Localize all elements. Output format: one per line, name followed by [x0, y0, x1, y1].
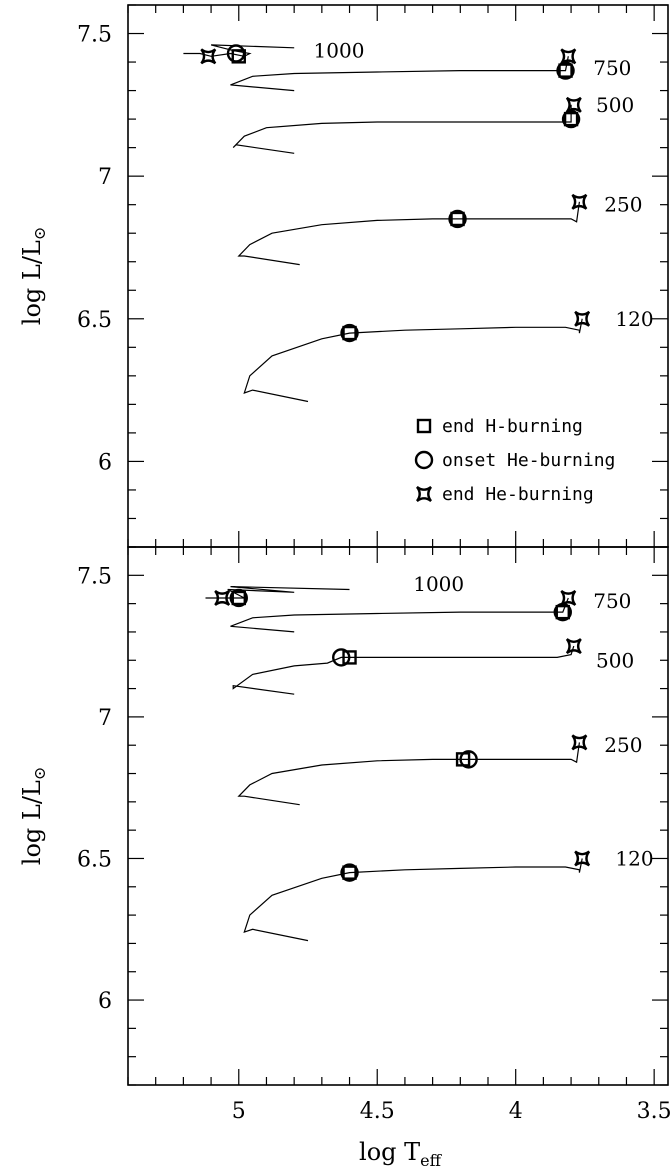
y-axis-title: log L/L⊙ — [18, 767, 49, 865]
top-labels: 120 250 500 750 1000 — [314, 39, 654, 331]
end-h-marker-250 — [450, 211, 465, 227]
end-h-marker-1000 — [231, 49, 246, 64]
onset-he-marker-120 — [340, 863, 359, 882]
end-he-marker-750 — [560, 589, 577, 606]
onset-he-marker-750 — [556, 61, 575, 80]
end-he-marker-500 — [565, 96, 582, 113]
end-he-marker-250 — [571, 734, 588, 751]
x-tick-label: 3.5 — [637, 1099, 670, 1124]
x-tick-label: 4 — [509, 1099, 523, 1124]
mass-label-120: 120 — [615, 846, 653, 870]
track-250 — [237, 742, 580, 806]
mass-label-1000: 1000 — [413, 572, 464, 596]
onset-he-marker-250 — [448, 209, 467, 229]
legend: end H-burning onset He-burning end He-burn… — [414, 416, 615, 505]
y-tick-label: 6.5 — [77, 847, 112, 872]
y-tick-label: 6 — [98, 989, 112, 1014]
end-h-marker-750 — [555, 604, 570, 620]
legend-entry-label: end H-burning — [442, 416, 583, 437]
bottom-panel: 6 6.5 7 7.5 5 4.5 4 3.5 120 250 500 750 1000 — [77, 546, 670, 1124]
y-axis-title: log L/L⊙ — [18, 227, 49, 325]
track-500 — [232, 104, 572, 154]
end-he-marker-1000 — [214, 589, 231, 606]
legend-entry-label: onset He-burning — [442, 450, 615, 471]
mass-label-500: 500 — [596, 93, 634, 117]
legend-entry-label: end He-burning — [442, 484, 594, 505]
bottom-tracks — [205, 586, 583, 942]
legend-square-icon — [416, 418, 432, 434]
onset-he-marker-500 — [561, 109, 581, 129]
onset-he-marker-1000 — [229, 588, 248, 608]
legend-star-icon — [416, 486, 432, 502]
track-250 — [237, 201, 580, 266]
x-tick-label: 5 — [232, 1099, 246, 1124]
end-he-marker-1000 — [200, 48, 217, 65]
y-tick-label: 7 — [98, 706, 112, 731]
end-h-marker-250 — [455, 752, 471, 767]
mass-label-120: 120 — [615, 307, 653, 331]
top-tracks — [183, 44, 583, 403]
end-he-marker-250 — [571, 193, 588, 210]
mass-label-250: 250 — [604, 193, 642, 217]
x-axis-title: log Teff — [359, 1138, 443, 1170]
bottom-labels: 120 250 500 750 1000 — [413, 572, 653, 871]
legend-circle-icon — [414, 450, 434, 470]
end-h-marker-500 — [563, 111, 579, 127]
bottom-plot-frame — [127, 546, 669, 1086]
y-tick-label: 7 — [98, 165, 112, 190]
end-he-marker-120 — [574, 310, 591, 327]
mass-label-750: 750 — [593, 589, 631, 613]
y-tick-label: 6.5 — [77, 308, 112, 333]
track-120 — [243, 318, 583, 403]
track-120 — [243, 858, 583, 942]
top-markers — [200, 44, 591, 343]
y-tick-label: 7.5 — [77, 23, 112, 48]
y-tick-label: 6 — [98, 450, 112, 475]
onset-he-marker-500 — [332, 648, 351, 667]
top-ticks: 6 6.5 7 7.5 — [77, 4, 668, 548]
end-he-marker-120 — [574, 850, 591, 867]
onset-he-marker-250 — [459, 750, 478, 769]
bottom-ticks: 6 6.5 7 7.5 5 4.5 4 3.5 — [77, 546, 670, 1124]
end-h-marker-500 — [342, 650, 357, 665]
end-he-marker-500 — [565, 638, 582, 655]
mass-label-500: 500 — [596, 648, 634, 672]
mass-label-1000: 1000 — [314, 39, 365, 63]
end-h-marker-750 — [558, 63, 573, 78]
mass-label-250: 250 — [604, 733, 642, 757]
end-h-marker-120 — [342, 325, 357, 341]
end-he-marker-750 — [560, 48, 577, 65]
onset-he-marker-120 — [340, 323, 359, 343]
track-750 — [230, 597, 569, 633]
x-tick-label: 4.5 — [360, 1099, 395, 1124]
track-500 — [232, 645, 575, 695]
end-h-marker-1000 — [231, 590, 246, 606]
axis-titles: log L/L⊙ log L/L⊙ log Teff — [18, 227, 443, 1170]
top-panel: 6 6.5 7 7.5 120 250 500 750 1000 end H-burning o… — [77, 4, 669, 548]
mass-label-750: 750 — [593, 56, 631, 80]
bottom-markers — [214, 588, 591, 882]
track-750 — [230, 56, 569, 92]
y-tick-label: 7.5 — [77, 564, 112, 589]
end-h-marker-120 — [342, 865, 357, 880]
